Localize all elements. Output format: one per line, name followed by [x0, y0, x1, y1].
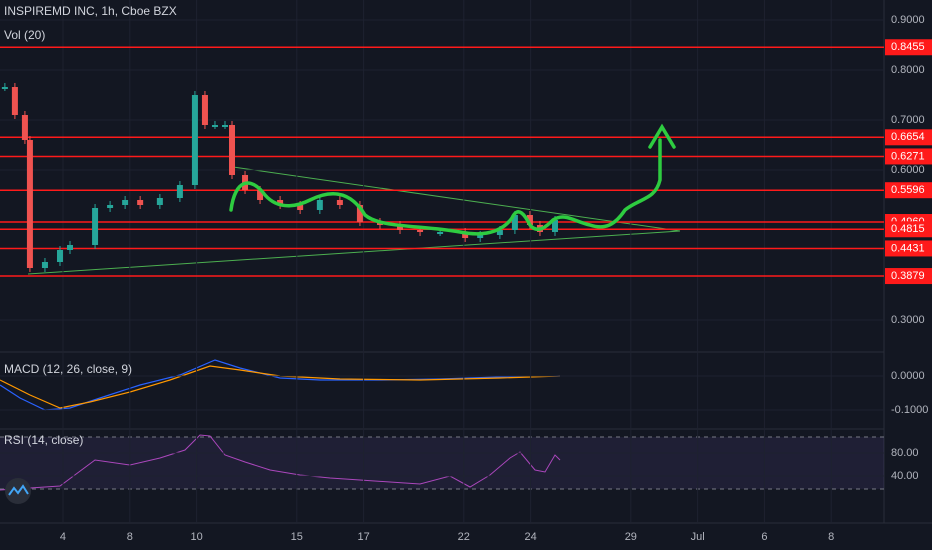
candle: [41, 262, 48, 268]
candle: [336, 200, 343, 205]
candle: [11, 87, 18, 115]
candle: [156, 198, 163, 205]
trend-lower: [27, 230, 681, 275]
y-tick-label: 0.6000: [891, 164, 925, 176]
y-tick-label: -0.1000: [891, 404, 928, 416]
level-label: 0.6271: [891, 150, 925, 162]
candle: [92, 208, 99, 245]
y-tick-label: 0.3000: [891, 314, 925, 326]
candle: [176, 185, 183, 198]
level-tag: [885, 221, 932, 238]
candle: [356, 205, 363, 222]
level-label: 0.4431: [891, 242, 925, 254]
candle: [137, 200, 144, 205]
rsi-title: RSI (14, close): [4, 433, 83, 447]
candle: [511, 215, 518, 230]
candle: [21, 115, 28, 140]
drawn-arrow: [648, 123, 676, 149]
y-tick-label: 80.00: [891, 447, 919, 459]
y-tick-label: 40.00: [891, 470, 919, 482]
logo-icon: [8, 484, 29, 496]
candle: [477, 235, 484, 238]
candle: [551, 220, 558, 232]
drawn-path: [229, 138, 662, 236]
candle: [56, 250, 63, 262]
volume-label: Vol (20): [4, 28, 45, 42]
candle: [1, 87, 8, 89]
x-tick-label: 8: [127, 531, 133, 543]
candle: [417, 230, 424, 232]
level-label: 0.4815: [891, 223, 925, 235]
y-tick-label: 0.9000: [891, 14, 925, 26]
candle: [526, 215, 533, 225]
level-tag: [885, 148, 932, 165]
level-label: 0.5596: [891, 184, 925, 196]
level-label: 0.3879: [891, 270, 925, 282]
candle: [297, 205, 304, 210]
level-label: 0.8455: [891, 41, 925, 53]
candle: [229, 125, 236, 175]
x-tick-label: 4: [60, 531, 66, 543]
signal-line: [0, 365, 561, 409]
x-tick-label: 10: [190, 531, 202, 543]
y-tick-label: 0.7000: [891, 114, 925, 126]
x-tick-label: 24: [524, 531, 536, 543]
candle: [277, 200, 284, 205]
candle: [122, 200, 129, 205]
x-tick-label: 15: [291, 531, 303, 543]
candle: [191, 95, 198, 185]
candle: [26, 140, 33, 268]
candle: [211, 125, 218, 127]
x-tick-label: 17: [357, 531, 369, 543]
candle: [437, 232, 444, 234]
macd-title: MACD (12, 26, close, 9): [4, 362, 132, 376]
chart-title: INSPIREMD INC, 1h, Cboe BZX: [4, 4, 177, 18]
level-tag: [885, 268, 932, 285]
level-label: 0.6654: [891, 131, 925, 143]
x-tick-label: 22: [458, 531, 470, 543]
candle: [67, 245, 74, 250]
level-tag: [885, 182, 932, 199]
trend-upper: [232, 166, 681, 232]
candle: [201, 95, 208, 125]
candle: [496, 230, 503, 235]
rsi-band: [0, 437, 884, 489]
x-tick-label: Jul: [691, 531, 705, 543]
level-tag: [885, 240, 932, 257]
candle: [462, 232, 469, 238]
candle: [221, 125, 228, 127]
candle: [107, 205, 114, 208]
macd-line: [0, 359, 561, 411]
x-tick-label: 6: [761, 531, 767, 543]
candle: [316, 200, 323, 210]
logo[interactable]: [5, 478, 31, 504]
candle: [397, 225, 404, 230]
level-tag: [885, 39, 932, 56]
candle: [257, 190, 264, 200]
x-tick-label: 8: [828, 531, 834, 543]
y-tick-label: 0.8000: [891, 64, 925, 76]
grid: [0, 0, 932, 524]
x-tick-label: 29: [625, 531, 637, 543]
level-tag: [885, 129, 932, 146]
y-tick-label: 0.0000: [891, 370, 925, 382]
